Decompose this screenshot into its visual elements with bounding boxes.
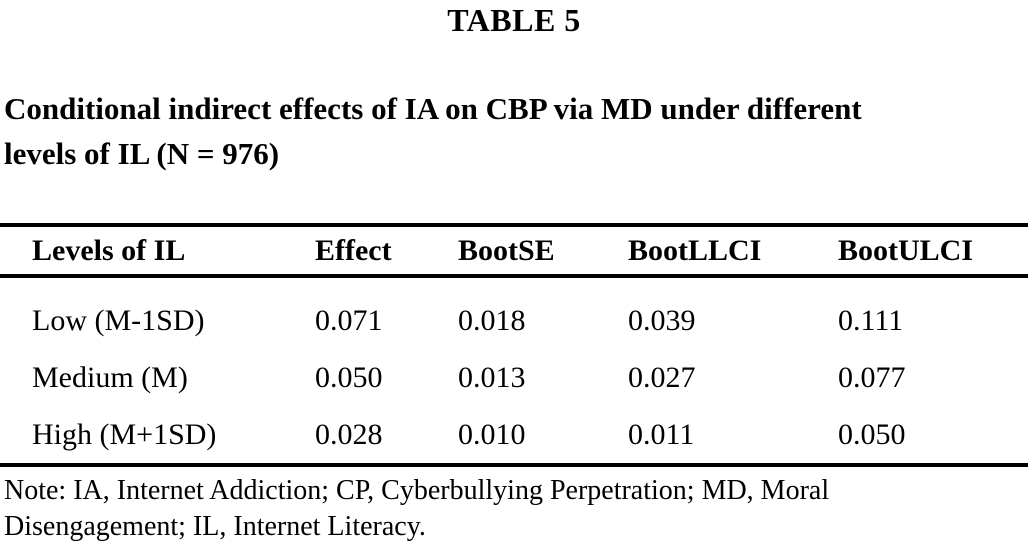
cell-bootllci: 0.011: [628, 417, 695, 451]
table-caption-line-1: Conditional indirect effects of IA on CB…: [4, 91, 862, 126]
conditional-indirect-effects-table: Levels of IL Effect BootSE BootLLCI Boot…: [0, 223, 1028, 467]
cell-bootllci: 0.027: [628, 360, 696, 394]
table-row-low: Low (M-1SD) 0.071 0.018 0.039 0.111: [0, 276, 1028, 349]
table-number-label: TABLE 5: [447, 2, 581, 38]
cell-bootulci: 0.077: [838, 360, 906, 394]
cell-bootse: 0.018: [458, 303, 526, 337]
cell-bootulci: 0.111: [838, 303, 904, 337]
column-header-levels-of-il: Levels of IL: [0, 225, 315, 278]
table-caption-line-2: levels of IL (N = 976): [4, 136, 280, 171]
cell-bootulci: 0.050: [838, 417, 906, 451]
cell-effect: 0.071: [315, 303, 383, 337]
column-header-bootulci: BootULCI: [838, 225, 1028, 278]
table-row-high: High (M+1SD) 0.028 0.010 0.011 0.050: [0, 406, 1028, 465]
table-note: Note: IA, Internet Addiction; CP, Cyberb…: [0, 473, 1028, 545]
cell-effect: 0.028: [315, 417, 383, 451]
table-header-row: Levels of IL Effect BootSE BootLLCI Boot…: [0, 225, 1028, 278]
cell-effect: 0.050: [315, 360, 383, 394]
column-header-bootllci: BootLLCI: [628, 225, 838, 278]
table-caption: Conditional indirect effects of IA on CB…: [0, 86, 1028, 176]
cell-level: High (M+1SD): [32, 417, 217, 451]
cell-level: Low (M-1SD): [32, 303, 205, 337]
column-header-effect: Effect: [315, 225, 458, 278]
table-note-line-2: Disengagement; IL, Internet Literacy.: [4, 511, 426, 542]
table-note-line-1: Note: IA, Internet Addiction; CP, Cyberb…: [4, 475, 830, 506]
cell-bootse: 0.010: [458, 417, 526, 451]
column-header-bootse: BootSE: [458, 225, 628, 278]
cell-level: Medium (M): [32, 360, 188, 394]
table-row-medium: Medium (M) 0.050 0.013 0.027 0.077: [0, 349, 1028, 406]
cell-bootllci: 0.039: [628, 303, 696, 337]
cell-bootse: 0.013: [458, 360, 526, 394]
